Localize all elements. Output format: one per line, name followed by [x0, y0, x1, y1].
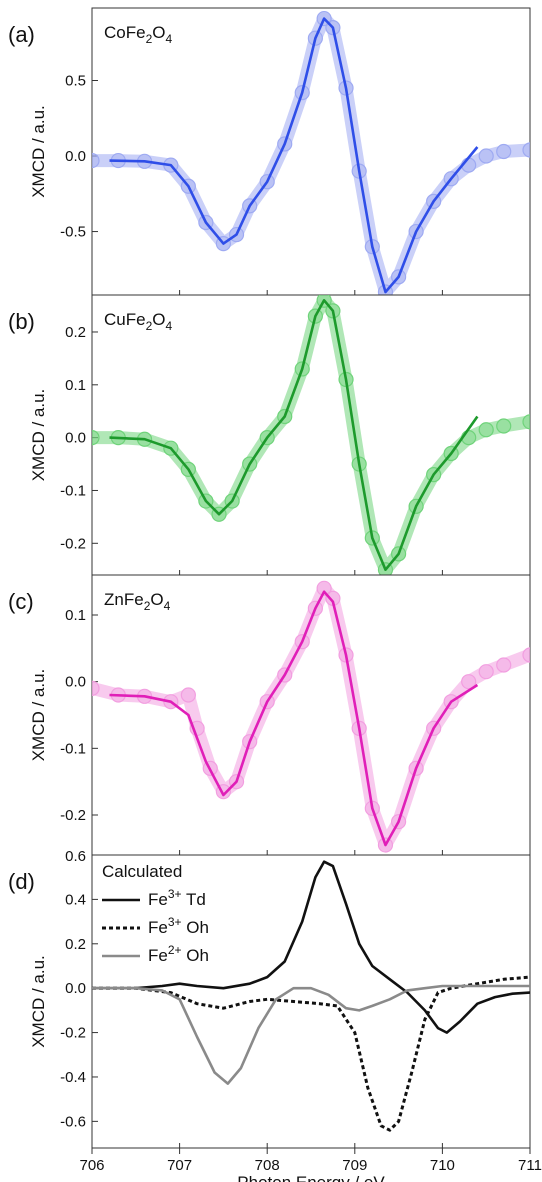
series-line-1: [92, 975, 530, 1132]
y-tick-label: 0.1: [65, 607, 86, 624]
fit-line: [109, 590, 479, 847]
y-tick-label: -0.1: [60, 740, 86, 757]
y-tick-label: -0.2: [60, 1025, 86, 1042]
exp-point: [461, 674, 477, 690]
y-axis-label: XMCD / a.u.: [29, 389, 48, 482]
legend-label: Fe3+ Oh: [148, 915, 209, 937]
sample-annotation: ZnFe2O4: [104, 590, 171, 613]
x-tick-label: 709: [342, 1157, 367, 1174]
x-tick-label: 707: [167, 1157, 192, 1174]
y-tick-label: -0.1: [60, 482, 86, 499]
y-tick-label: 0.1: [65, 377, 86, 394]
y-tick-label-top: 0.6: [65, 848, 86, 865]
exp-point: [522, 414, 530, 430]
panel-2: 0.1 0.0 -0.1 -0.2 XMCD / a.u. (c) ZnFe2O4: [8, 574, 531, 856]
plot-area: [92, 580, 530, 853]
panel-label: (d): [8, 869, 35, 894]
y-tick-label: 0.2: [65, 324, 86, 341]
panel-1: 0.2 0.1 0.0 -0.1 -0.2 XMCD / a.u. (b) CuFe2O4: [8, 294, 531, 576]
y-tick-label: 0.0: [65, 430, 86, 447]
panel-0: 0.5 0.0 -0.5 XMCD / a.u. (a) CoFe2O4: [8, 7, 531, 296]
y-tick-label: 0.0: [65, 148, 86, 165]
panel-label: (c): [8, 589, 34, 614]
y-axis-label: XMCD / a.u.: [29, 105, 48, 198]
fit-line: [109, 299, 479, 571]
plot-area: [92, 295, 530, 575]
exp-point: [478, 148, 494, 164]
x-axis-label: Photon Energy / eV: [237, 1173, 385, 1182]
exp-point: [92, 430, 100, 446]
exp-point: [316, 580, 332, 596]
exp-point: [522, 647, 530, 663]
legend-label: Fe3+ Td: [148, 887, 206, 909]
x-tick-label: 710: [430, 1157, 455, 1174]
exp-point: [180, 687, 196, 703]
exp-point: [92, 152, 100, 169]
plot-area: [92, 860, 530, 1132]
fit-line: [109, 17, 479, 294]
exp-point: [496, 657, 512, 673]
exp-point: [92, 680, 100, 696]
legend-title: Calculated: [102, 862, 182, 881]
exp-point: [496, 418, 512, 434]
exp-point: [522, 142, 530, 158]
exp-point: [478, 664, 494, 680]
x-tick-label: 711: [518, 1157, 542, 1174]
y-tick-label: -0.4: [60, 1069, 86, 1086]
y-tick-label: 0.0: [65, 980, 86, 997]
y-tick-label: 0.0: [65, 674, 86, 691]
panel-3: 0.4 0.2 0.0 -0.2 -0.4 -0.6 0.6 XMCD / a.u. (d) Ca…: [8, 848, 531, 1149]
panel-label: (a): [8, 22, 35, 47]
panel-frame: [91, 854, 531, 1149]
sample-annotation: CoFe2O4: [104, 23, 173, 46]
panel-label: (b): [8, 309, 35, 334]
y-tick-label: -0.5: [60, 224, 86, 241]
y-tick-label: 0.4: [65, 891, 86, 908]
sample-annotation: CuFe2O4: [104, 310, 173, 333]
y-tick-label: 0.2: [65, 936, 86, 953]
y-tick-label: -0.2: [60, 807, 86, 824]
y-axis-label: XMCD / a.u.: [29, 955, 48, 1048]
x-tick-label: 706: [79, 1157, 104, 1174]
exp-band: [92, 581, 530, 852]
series-line-0: [92, 860, 530, 1034]
x-tick-label: 708: [255, 1157, 280, 1174]
exp-point: [478, 422, 494, 438]
legend-label: Fe2+ Oh: [148, 943, 209, 965]
series-line-2: [92, 984, 530, 1085]
y-tick-label: -0.6: [60, 1113, 86, 1130]
y-tick-label: 0.5: [65, 73, 86, 90]
exp-point: [496, 143, 512, 160]
y-tick-label: -0.2: [60, 535, 86, 552]
y-axis-label: XMCD / a.u.: [29, 669, 48, 762]
plot-area: [92, 10, 530, 295]
